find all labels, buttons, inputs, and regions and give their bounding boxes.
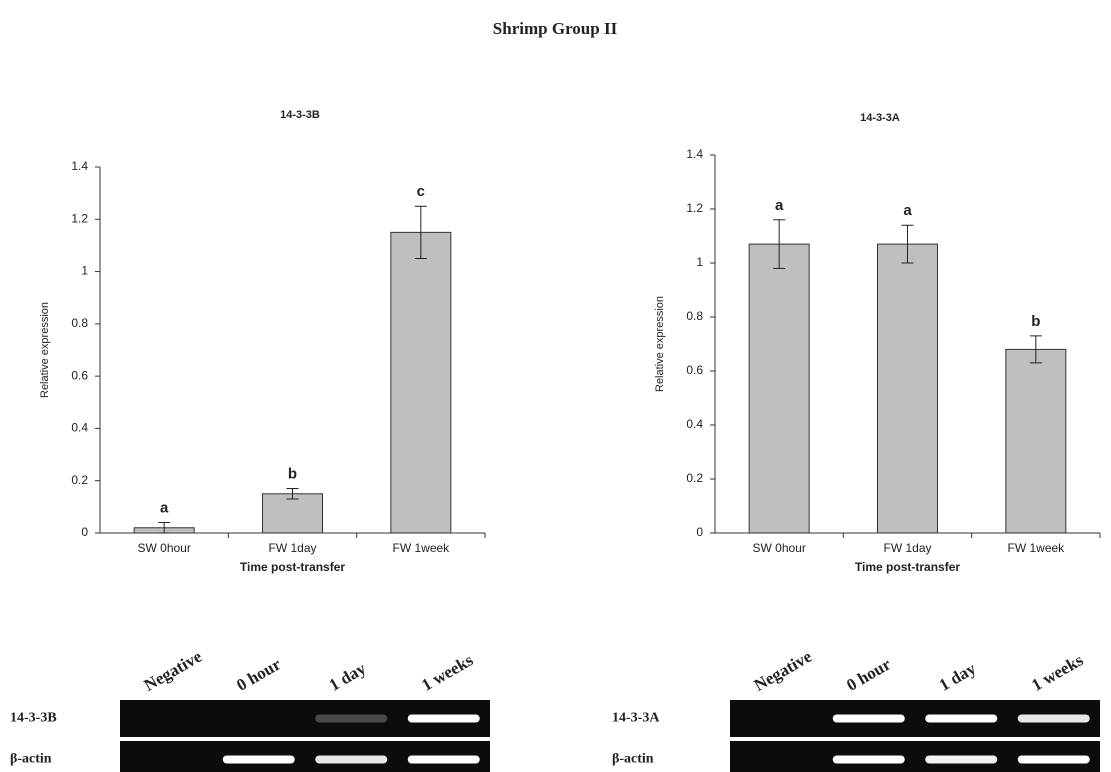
x-tick-label: FW 1day <box>268 541 316 555</box>
significance-letter: a <box>903 202 912 219</box>
y-tick-label: 1 <box>81 264 88 278</box>
y-tick-label: 0.2 <box>686 471 703 485</box>
y-tick-label: 0 <box>81 525 88 539</box>
significance-letter: a <box>775 197 784 214</box>
lane-label: 1 day <box>936 659 980 695</box>
x-tick-label: SW 0hour <box>752 541 805 555</box>
lane-label: 0 hour <box>233 654 284 695</box>
significance-letter: c <box>417 183 425 200</box>
figure-title: Shrimp Group II <box>493 19 618 38</box>
lane-label: 1 day <box>326 659 370 695</box>
error-bar <box>414 205 427 259</box>
y-tick-label: 0.8 <box>71 316 88 330</box>
error-bar <box>1029 335 1042 364</box>
y-tick-label: 0.8 <box>686 309 703 323</box>
gel-band <box>222 755 295 764</box>
x-tick-label: SW 0hour <box>137 541 190 555</box>
gel-band <box>315 714 388 723</box>
gel-band <box>832 714 905 723</box>
y-axis-label: Relative expression <box>654 296 666 392</box>
error-bar <box>901 224 914 264</box>
gel-band <box>407 755 480 764</box>
bar <box>262 493 323 534</box>
y-tick-label: 0.4 <box>686 417 703 431</box>
y-tick-label: 0.2 <box>71 473 88 487</box>
y-tick-label: 1.2 <box>686 201 703 215</box>
significance-letter: a <box>160 500 169 517</box>
lane-label: 0 hour <box>843 654 894 695</box>
gel-row-label: β-actin <box>10 752 52 767</box>
y-axis-label: Relative expression <box>39 302 51 398</box>
x-tick-label: FW 1day <box>883 541 931 555</box>
significance-letter: b <box>1031 313 1040 330</box>
x-axis-label: Time post-transfer <box>240 560 345 574</box>
y-tick-label: 0.4 <box>71 421 88 435</box>
bar <box>390 231 452 534</box>
y-tick-label: 0.6 <box>686 363 703 377</box>
chart-title: 14-3-3B <box>280 109 320 121</box>
lane-label: 1 weeks <box>418 650 476 695</box>
bar <box>877 243 938 534</box>
y-tick-label: 0.6 <box>71 368 88 382</box>
chart-title: 14-3-3A <box>860 112 900 124</box>
y-tick-label: 0 <box>696 525 703 539</box>
gel-band <box>925 714 998 723</box>
gel-band <box>1017 714 1090 723</box>
gel-band <box>925 755 998 764</box>
x-tick-label: FW 1week <box>1007 541 1065 555</box>
significance-letter: b <box>288 466 297 483</box>
gel-band <box>832 755 905 764</box>
lane-label: 1 weeks <box>1028 650 1086 695</box>
gel-row-label: 14-3-3A <box>612 711 660 726</box>
gel-band <box>315 755 388 764</box>
lane-label: Negative <box>141 647 206 695</box>
y-tick-label: 1 <box>696 255 703 269</box>
gel-band <box>1017 755 1090 764</box>
error-bar <box>773 219 786 269</box>
x-tick-label: FW 1week <box>392 541 450 555</box>
error-bar <box>158 522 171 534</box>
error-bar <box>286 488 299 500</box>
gel-band <box>407 714 480 723</box>
y-tick-label: 1.4 <box>71 159 88 173</box>
x-axis-label: Time post-transfer <box>855 560 960 574</box>
gel-row-label: 14-3-3B <box>10 711 57 726</box>
lane-label: Negative <box>751 647 816 695</box>
gel-row-label: β-actin <box>612 752 654 767</box>
y-tick-label: 1.4 <box>686 147 703 161</box>
bar <box>1005 348 1067 534</box>
bar <box>748 243 810 534</box>
y-tick-label: 1.2 <box>71 211 88 225</box>
